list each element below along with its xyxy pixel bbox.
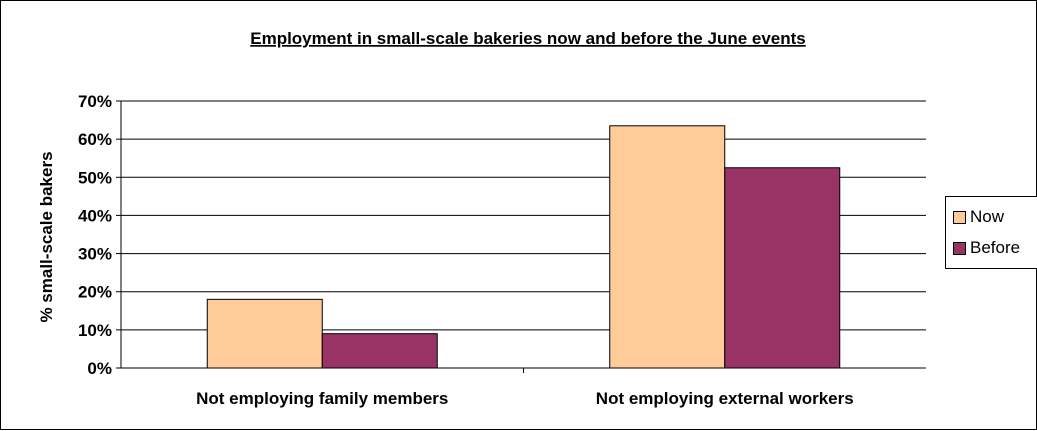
chart-title: Employment in small-scale bakeries now a… (250, 29, 806, 48)
bar-now-2 (609, 125, 726, 369)
legend-swatch-now (953, 210, 966, 224)
axes (116, 100, 926, 373)
legend-label-now: Now (970, 207, 1005, 226)
y-tick-label: 30% (78, 245, 112, 264)
legend-item-before: Before (953, 237, 1020, 259)
gridlines (121, 100, 926, 331)
y-tick-labels: 0% 10% 20% 30% 40% 50% 60% 70% (78, 92, 112, 378)
bar-before-1 (321, 333, 438, 369)
y-tick-label: 60% (78, 130, 112, 149)
y-tick-label: 10% (78, 321, 112, 340)
y-tick-label: 0% (87, 359, 112, 378)
y-tick-label: 70% (78, 92, 112, 111)
legend-label-before: Before (970, 238, 1021, 257)
bar-now-1 (206, 298, 323, 369)
x-category-label: Not employing external workers (596, 389, 854, 408)
bars (206, 125, 841, 369)
y-tick-label: 40% (78, 206, 112, 225)
legend-item-now: Now (953, 206, 1004, 228)
y-tick-label: 50% (78, 168, 112, 187)
legend: Now Before (945, 196, 1037, 269)
y-axis-label: % small-scale bakers (37, 151, 56, 322)
legend-swatch-before (953, 241, 966, 255)
x-category-labels: Not employing family members Not employin… (196, 389, 854, 408)
bar-before-2 (724, 167, 841, 369)
x-category-label: Not employing family members (196, 389, 448, 408)
y-tick-label: 20% (78, 283, 112, 302)
